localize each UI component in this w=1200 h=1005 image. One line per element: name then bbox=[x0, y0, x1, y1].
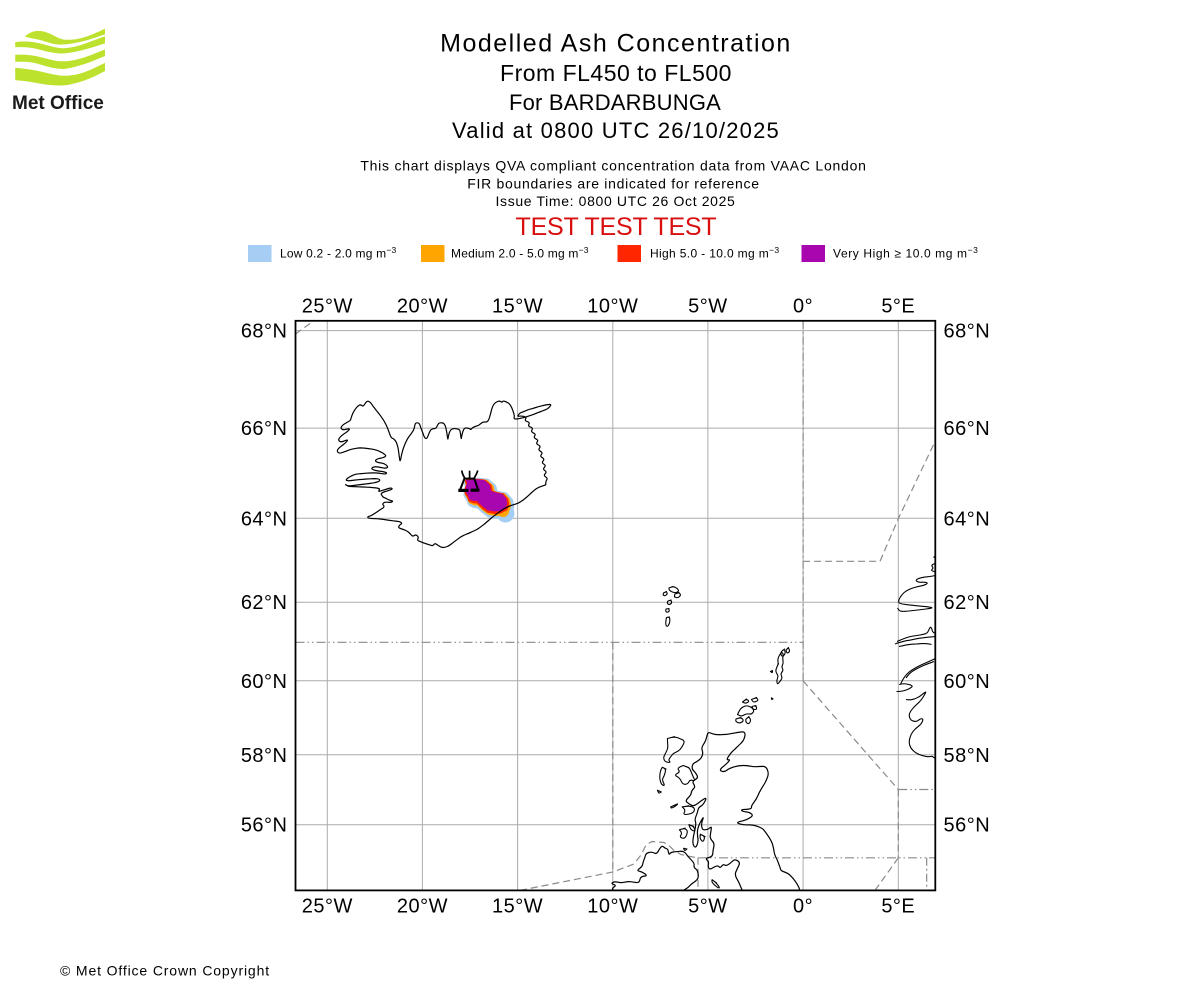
svg-text:Medium 2.0 - 5.0 mg m−3: Medium 2.0 - 5.0 mg m−3 bbox=[451, 245, 589, 261]
svg-text:High 5.0 - 10.0 mg m−3: High 5.0 - 10.0 mg m−3 bbox=[650, 245, 779, 261]
svg-text:Very High ≥ 10.0 mg m−3: Very High ≥ 10.0 mg m−3 bbox=[833, 245, 978, 261]
svg-text:62°N: 62°N bbox=[944, 592, 991, 614]
svg-text:© Met Office Crown Copyright: © Met Office Crown Copyright bbox=[60, 963, 270, 979]
svg-text:Modelled Ash Concentration: Modelled Ash Concentration bbox=[440, 29, 792, 57]
svg-text:60°N: 60°N bbox=[944, 671, 991, 693]
svg-text:TEST TEST TEST: TEST TEST TEST bbox=[516, 213, 717, 241]
svg-text:Low 0.2 - 2.0 mg m−3: Low 0.2 - 2.0 mg m−3 bbox=[280, 245, 396, 261]
svg-text:68°N: 68°N bbox=[241, 321, 288, 343]
svg-text:Valid at 0800 UTC 26/10/2025: Valid at 0800 UTC 26/10/2025 bbox=[452, 118, 780, 143]
svg-text:68°N: 68°N bbox=[944, 321, 991, 343]
svg-text:0°: 0° bbox=[793, 295, 813, 317]
svg-text:20°W: 20°W bbox=[397, 295, 448, 317]
svg-text:56°N: 56°N bbox=[944, 815, 991, 837]
svg-text:62°N: 62°N bbox=[241, 592, 288, 614]
svg-text:66°N: 66°N bbox=[241, 418, 288, 440]
svg-text:25°W: 25°W bbox=[302, 895, 353, 917]
svg-text:58°N: 58°N bbox=[241, 745, 288, 767]
svg-text:20°W: 20°W bbox=[397, 895, 448, 917]
svg-text:15°W: 15°W bbox=[492, 295, 543, 317]
svg-text:FIR boundaries are indicated f: FIR boundaries are indicated for referen… bbox=[467, 175, 759, 191]
svg-text:66°N: 66°N bbox=[944, 418, 991, 440]
svg-text:This chart displays QVA compli: This chart displays QVA compliant concen… bbox=[360, 158, 866, 174]
svg-text:10°W: 10°W bbox=[587, 295, 638, 317]
svg-text:64°N: 64°N bbox=[944, 508, 991, 530]
svg-text:64°N: 64°N bbox=[241, 508, 288, 530]
svg-text:From FL450 to FL500: From FL450 to FL500 bbox=[500, 60, 732, 86]
svg-text:0°: 0° bbox=[793, 895, 813, 917]
svg-text:Issue Time: 0800 UTC 26 Oct 20: Issue Time: 0800 UTC 26 Oct 2025 bbox=[496, 193, 736, 209]
svg-text:10°W: 10°W bbox=[587, 895, 638, 917]
svg-text:60°N: 60°N bbox=[241, 671, 288, 693]
svg-text:5°E: 5°E bbox=[881, 295, 915, 317]
svg-text:58°N: 58°N bbox=[944, 745, 991, 767]
svg-text:For BARDARBUNGA: For BARDARBUNGA bbox=[509, 90, 721, 115]
svg-text:56°N: 56°N bbox=[241, 815, 288, 837]
svg-text:25°W: 25°W bbox=[302, 295, 353, 317]
svg-text:15°W: 15°W bbox=[492, 895, 543, 917]
svg-text:5°E: 5°E bbox=[881, 895, 915, 917]
svg-text:5°W: 5°W bbox=[688, 895, 728, 917]
svg-text:5°W: 5°W bbox=[688, 295, 728, 317]
svg-text:Met Office: Met Office bbox=[12, 93, 104, 114]
